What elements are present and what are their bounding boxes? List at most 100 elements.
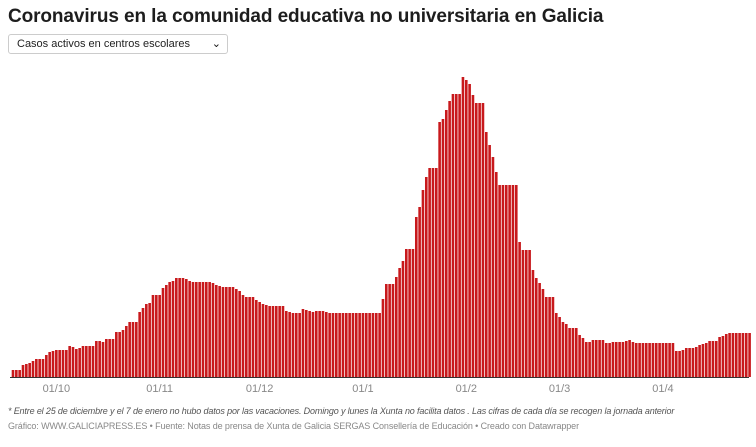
- bar[interactable]: [478, 103, 481, 377]
- bar[interactable]: [401, 261, 405, 377]
- bar[interactable]: [624, 341, 628, 377]
- bar[interactable]: [554, 313, 558, 377]
- bar[interactable]: [638, 343, 641, 377]
- bar[interactable]: [81, 346, 85, 377]
- bar[interactable]: [305, 310, 308, 377]
- bar[interactable]: [611, 342, 615, 377]
- bar[interactable]: [404, 249, 408, 377]
- bar[interactable]: [494, 172, 498, 377]
- bar[interactable]: [225, 287, 228, 377]
- bar[interactable]: [661, 343, 665, 377]
- bar[interactable]: [238, 291, 241, 377]
- bar[interactable]: [594, 340, 598, 377]
- bar[interactable]: [571, 328, 575, 377]
- bar[interactable]: [158, 295, 161, 377]
- bar[interactable]: [438, 122, 441, 377]
- bar[interactable]: [601, 340, 605, 377]
- bar[interactable]: [464, 80, 468, 377]
- bar[interactable]: [628, 340, 631, 377]
- bar[interactable]: [498, 185, 501, 377]
- bar[interactable]: [91, 346, 95, 377]
- bar[interactable]: [218, 286, 221, 377]
- bar[interactable]: [221, 287, 225, 377]
- bar[interactable]: [301, 309, 305, 377]
- bar[interactable]: [654, 343, 658, 377]
- bar[interactable]: [128, 322, 131, 377]
- bar[interactable]: [88, 346, 91, 377]
- bar[interactable]: [265, 305, 268, 377]
- bar[interactable]: [748, 333, 751, 377]
- bar[interactable]: [741, 333, 745, 377]
- bar[interactable]: [258, 302, 261, 377]
- bar[interactable]: [25, 364, 28, 377]
- bar[interactable]: [71, 347, 75, 377]
- bar[interactable]: [131, 322, 135, 377]
- bar[interactable]: [65, 350, 68, 377]
- bar[interactable]: [608, 343, 611, 377]
- bar[interactable]: [421, 190, 425, 377]
- bar[interactable]: [281, 306, 285, 377]
- bar[interactable]: [514, 185, 518, 377]
- bar[interactable]: [48, 352, 51, 377]
- bar[interactable]: [474, 103, 478, 377]
- bar[interactable]: [381, 299, 385, 377]
- bar[interactable]: [738, 333, 741, 377]
- bar[interactable]: [398, 268, 401, 377]
- bar[interactable]: [15, 370, 18, 377]
- bar[interactable]: [434, 168, 438, 377]
- bar[interactable]: [714, 341, 718, 377]
- bar[interactable]: [205, 282, 208, 377]
- bar[interactable]: [461, 77, 465, 377]
- bar[interactable]: [125, 326, 128, 377]
- bar[interactable]: [688, 348, 691, 377]
- bar[interactable]: [558, 317, 561, 377]
- bar[interactable]: [331, 313, 335, 377]
- bar[interactable]: [541, 289, 545, 377]
- bar[interactable]: [141, 308, 145, 377]
- bar[interactable]: [484, 132, 488, 377]
- bar[interactable]: [115, 332, 118, 377]
- bar[interactable]: [268, 306, 271, 377]
- bar[interactable]: [78, 348, 81, 377]
- bar[interactable]: [195, 282, 198, 377]
- bar[interactable]: [255, 300, 258, 377]
- bar[interactable]: [108, 339, 111, 377]
- bar[interactable]: [168, 282, 171, 377]
- bar[interactable]: [148, 303, 151, 377]
- bar[interactable]: [471, 95, 475, 377]
- bar[interactable]: [41, 359, 45, 377]
- bar[interactable]: [371, 313, 375, 377]
- bar[interactable]: [391, 284, 395, 377]
- bar[interactable]: [248, 297, 251, 377]
- bar[interactable]: [591, 340, 595, 377]
- bar[interactable]: [288, 312, 291, 377]
- bar[interactable]: [691, 348, 695, 377]
- bar[interactable]: [378, 313, 381, 377]
- bar[interactable]: [105, 339, 108, 377]
- bar[interactable]: [21, 365, 25, 377]
- bar[interactable]: [424, 177, 428, 377]
- bar[interactable]: [674, 351, 678, 377]
- bar[interactable]: [335, 313, 338, 377]
- bar[interactable]: [631, 342, 635, 377]
- bar[interactable]: [145, 304, 148, 377]
- bar[interactable]: [578, 335, 581, 377]
- bar[interactable]: [684, 348, 688, 377]
- bar[interactable]: [364, 313, 368, 377]
- bar[interactable]: [614, 342, 618, 377]
- bar[interactable]: [641, 343, 645, 377]
- bar[interactable]: [341, 313, 345, 377]
- bar[interactable]: [708, 341, 711, 377]
- bar[interactable]: [411, 249, 415, 377]
- bar[interactable]: [51, 351, 55, 377]
- bar[interactable]: [584, 342, 588, 377]
- bar[interactable]: [98, 341, 101, 377]
- bar[interactable]: [198, 282, 201, 377]
- bar[interactable]: [321, 311, 325, 377]
- bar[interactable]: [231, 287, 235, 377]
- bar[interactable]: [318, 311, 321, 377]
- bar[interactable]: [718, 337, 721, 377]
- bar[interactable]: [564, 324, 568, 377]
- bar[interactable]: [724, 334, 728, 377]
- metric-dropdown[interactable]: Casos activos en centros escolares ⌄: [8, 34, 228, 54]
